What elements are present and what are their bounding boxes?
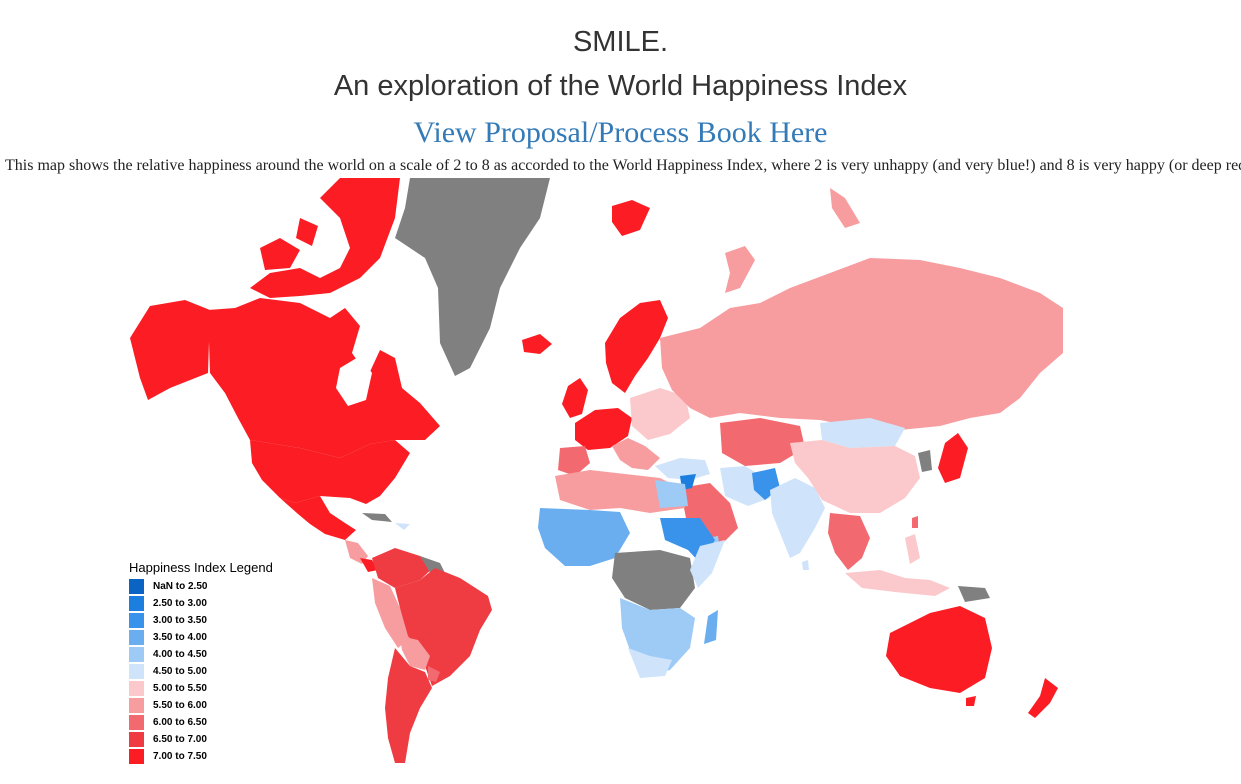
- region-mexico[interactable]: [280, 496, 356, 540]
- legend-title: Happiness Index Legend: [129, 560, 273, 575]
- legend-label: 4.50 to 5.00: [153, 666, 207, 677]
- region-hudson-bay[interactable]: [336, 356, 372, 406]
- region-central-africa[interactable]: [612, 550, 695, 610]
- region-bolivia-paraguay[interactable]: [400, 636, 430, 670]
- region-tasmania[interactable]: [966, 696, 976, 706]
- legend-swatch: [129, 732, 144, 747]
- region-ecuador-peru[interactable]: [372, 578, 410, 648]
- region-west-africa[interactable]: [538, 508, 630, 566]
- legend-label: 4.00 to 4.50: [153, 649, 207, 660]
- region-brazil[interactable]: [395, 568, 492, 686]
- region-korea[interactable]: [918, 450, 932, 472]
- legend-swatch: [129, 630, 144, 645]
- legend-label: 5.50 to 6.00: [153, 700, 207, 711]
- region-chile-argentina[interactable]: [385, 648, 432, 763]
- region-central-america[interactable]: [345, 540, 368, 564]
- proposal-link[interactable]: View Proposal/Process Book Here: [413, 116, 828, 149]
- region-north-africa[interactable]: [555, 470, 685, 513]
- region-australia[interactable]: [886, 606, 992, 693]
- region-iberia[interactable]: [558, 446, 590, 476]
- region-western-europe[interactable]: [575, 408, 632, 450]
- region-canada[interactable]: [208, 298, 440, 458]
- region-scandinavia[interactable]: [605, 300, 668, 393]
- page-subtitle: An exploration of the World Happiness In…: [333, 70, 908, 102]
- region-alaska[interactable]: [130, 300, 210, 400]
- legend-label: 5.00 to 5.50: [153, 683, 207, 694]
- region-indonesia[interactable]: [845, 570, 950, 596]
- region-philippines[interactable]: [905, 534, 920, 564]
- world-happiness-map: [130, 178, 1063, 763]
- region-colombia-venezuela[interactable]: [372, 548, 435, 588]
- region-eastern-europe[interactable]: [630, 388, 690, 440]
- region-costa-rica[interactable]: [360, 558, 378, 572]
- region-papua[interactable]: [958, 586, 990, 602]
- legend-item: 6.50 to 7.00: [129, 731, 273, 748]
- legend-swatch: [129, 715, 144, 730]
- region-madagascar[interactable]: [704, 610, 718, 644]
- legend-label: 6.00 to 6.50: [153, 717, 207, 728]
- legend-item: 7.00 to 7.50: [129, 748, 273, 765]
- legend-label: NaN to 2.50: [153, 581, 208, 592]
- region-southeast-asia[interactable]: [828, 513, 870, 570]
- region-svalbard[interactable]: [612, 200, 650, 236]
- region-uk-ireland[interactable]: [562, 378, 588, 418]
- region-mongolia[interactable]: [820, 418, 905, 448]
- legend-item: 5.00 to 5.50: [129, 680, 273, 697]
- region-india[interactable]: [770, 478, 825, 558]
- legend-item: NaN to 2.50: [129, 578, 273, 595]
- region-japan[interactable]: [938, 433, 968, 483]
- legend-swatch: [129, 698, 144, 713]
- region-novaya-zemlya[interactable]: [725, 246, 755, 293]
- legend-swatch: [129, 579, 144, 594]
- legend-swatch: [129, 596, 144, 611]
- legend-label: 7.00 to 7.50: [153, 751, 207, 762]
- region-caribbean[interactable]: [395, 523, 410, 530]
- region-canada-arctic-islands[interactable]: [250, 178, 400, 298]
- region-china[interactable]: [790, 440, 920, 513]
- legend-item: 3.50 to 4.00: [129, 629, 273, 646]
- legend-item: 2.50 to 3.00: [129, 595, 273, 612]
- region-taiwan[interactable]: [912, 516, 918, 528]
- legend-swatch: [129, 664, 144, 679]
- region-russia[interactable]: [660, 258, 1063, 430]
- region-greenland[interactable]: [395, 178, 550, 376]
- legend-swatch: [129, 681, 144, 696]
- legend-label: 6.50 to 7.00: [153, 734, 207, 745]
- legend-item: 6.00 to 6.50: [129, 714, 273, 731]
- legend-item: 5.50 to 6.00: [129, 697, 273, 714]
- legend-item: 4.50 to 5.00: [129, 663, 273, 680]
- map-legend: Happiness Index Legend NaN to 2.50 2.50 …: [129, 560, 273, 765]
- region-horn-of-africa[interactable]: [690, 540, 725, 588]
- region-canada-islands-west[interactable]: [260, 218, 318, 270]
- legend-swatch: [129, 647, 144, 662]
- region-cuba[interactable]: [362, 513, 392, 522]
- region-sri-lanka[interactable]: [802, 560, 809, 570]
- region-usa[interactable]: [250, 440, 410, 504]
- region-italy-balkans[interactable]: [612, 438, 660, 470]
- region-turkey[interactable]: [655, 458, 710, 480]
- page-title: SMILE.: [572, 26, 669, 58]
- legend-item: 4.00 to 4.50: [129, 646, 273, 663]
- region-new-zealand[interactable]: [1028, 678, 1058, 718]
- map-description: This map shows the relative happiness ar…: [5, 157, 1241, 174]
- region-south-africa[interactable]: [628, 648, 672, 678]
- region-central-asia[interactable]: [720, 418, 805, 466]
- legend-swatch: [129, 749, 144, 764]
- legend-item: 3.00 to 3.50: [129, 612, 273, 629]
- legend-label: 2.50 to 3.00: [153, 598, 207, 609]
- legend-swatch: [129, 613, 144, 628]
- legend-items: NaN to 2.50 2.50 to 3.00 3.00 to 3.50 3.…: [129, 578, 273, 765]
- legend-label: 3.00 to 3.50: [153, 615, 207, 626]
- region-egypt[interactable]: [655, 480, 688, 508]
- region-uruguay[interactable]: [428, 666, 440, 682]
- region-iceland[interactable]: [522, 334, 552, 354]
- legend-label: 3.50 to 4.00: [153, 632, 207, 643]
- region-arctic-islands-russia[interactable]: [830, 188, 860, 228]
